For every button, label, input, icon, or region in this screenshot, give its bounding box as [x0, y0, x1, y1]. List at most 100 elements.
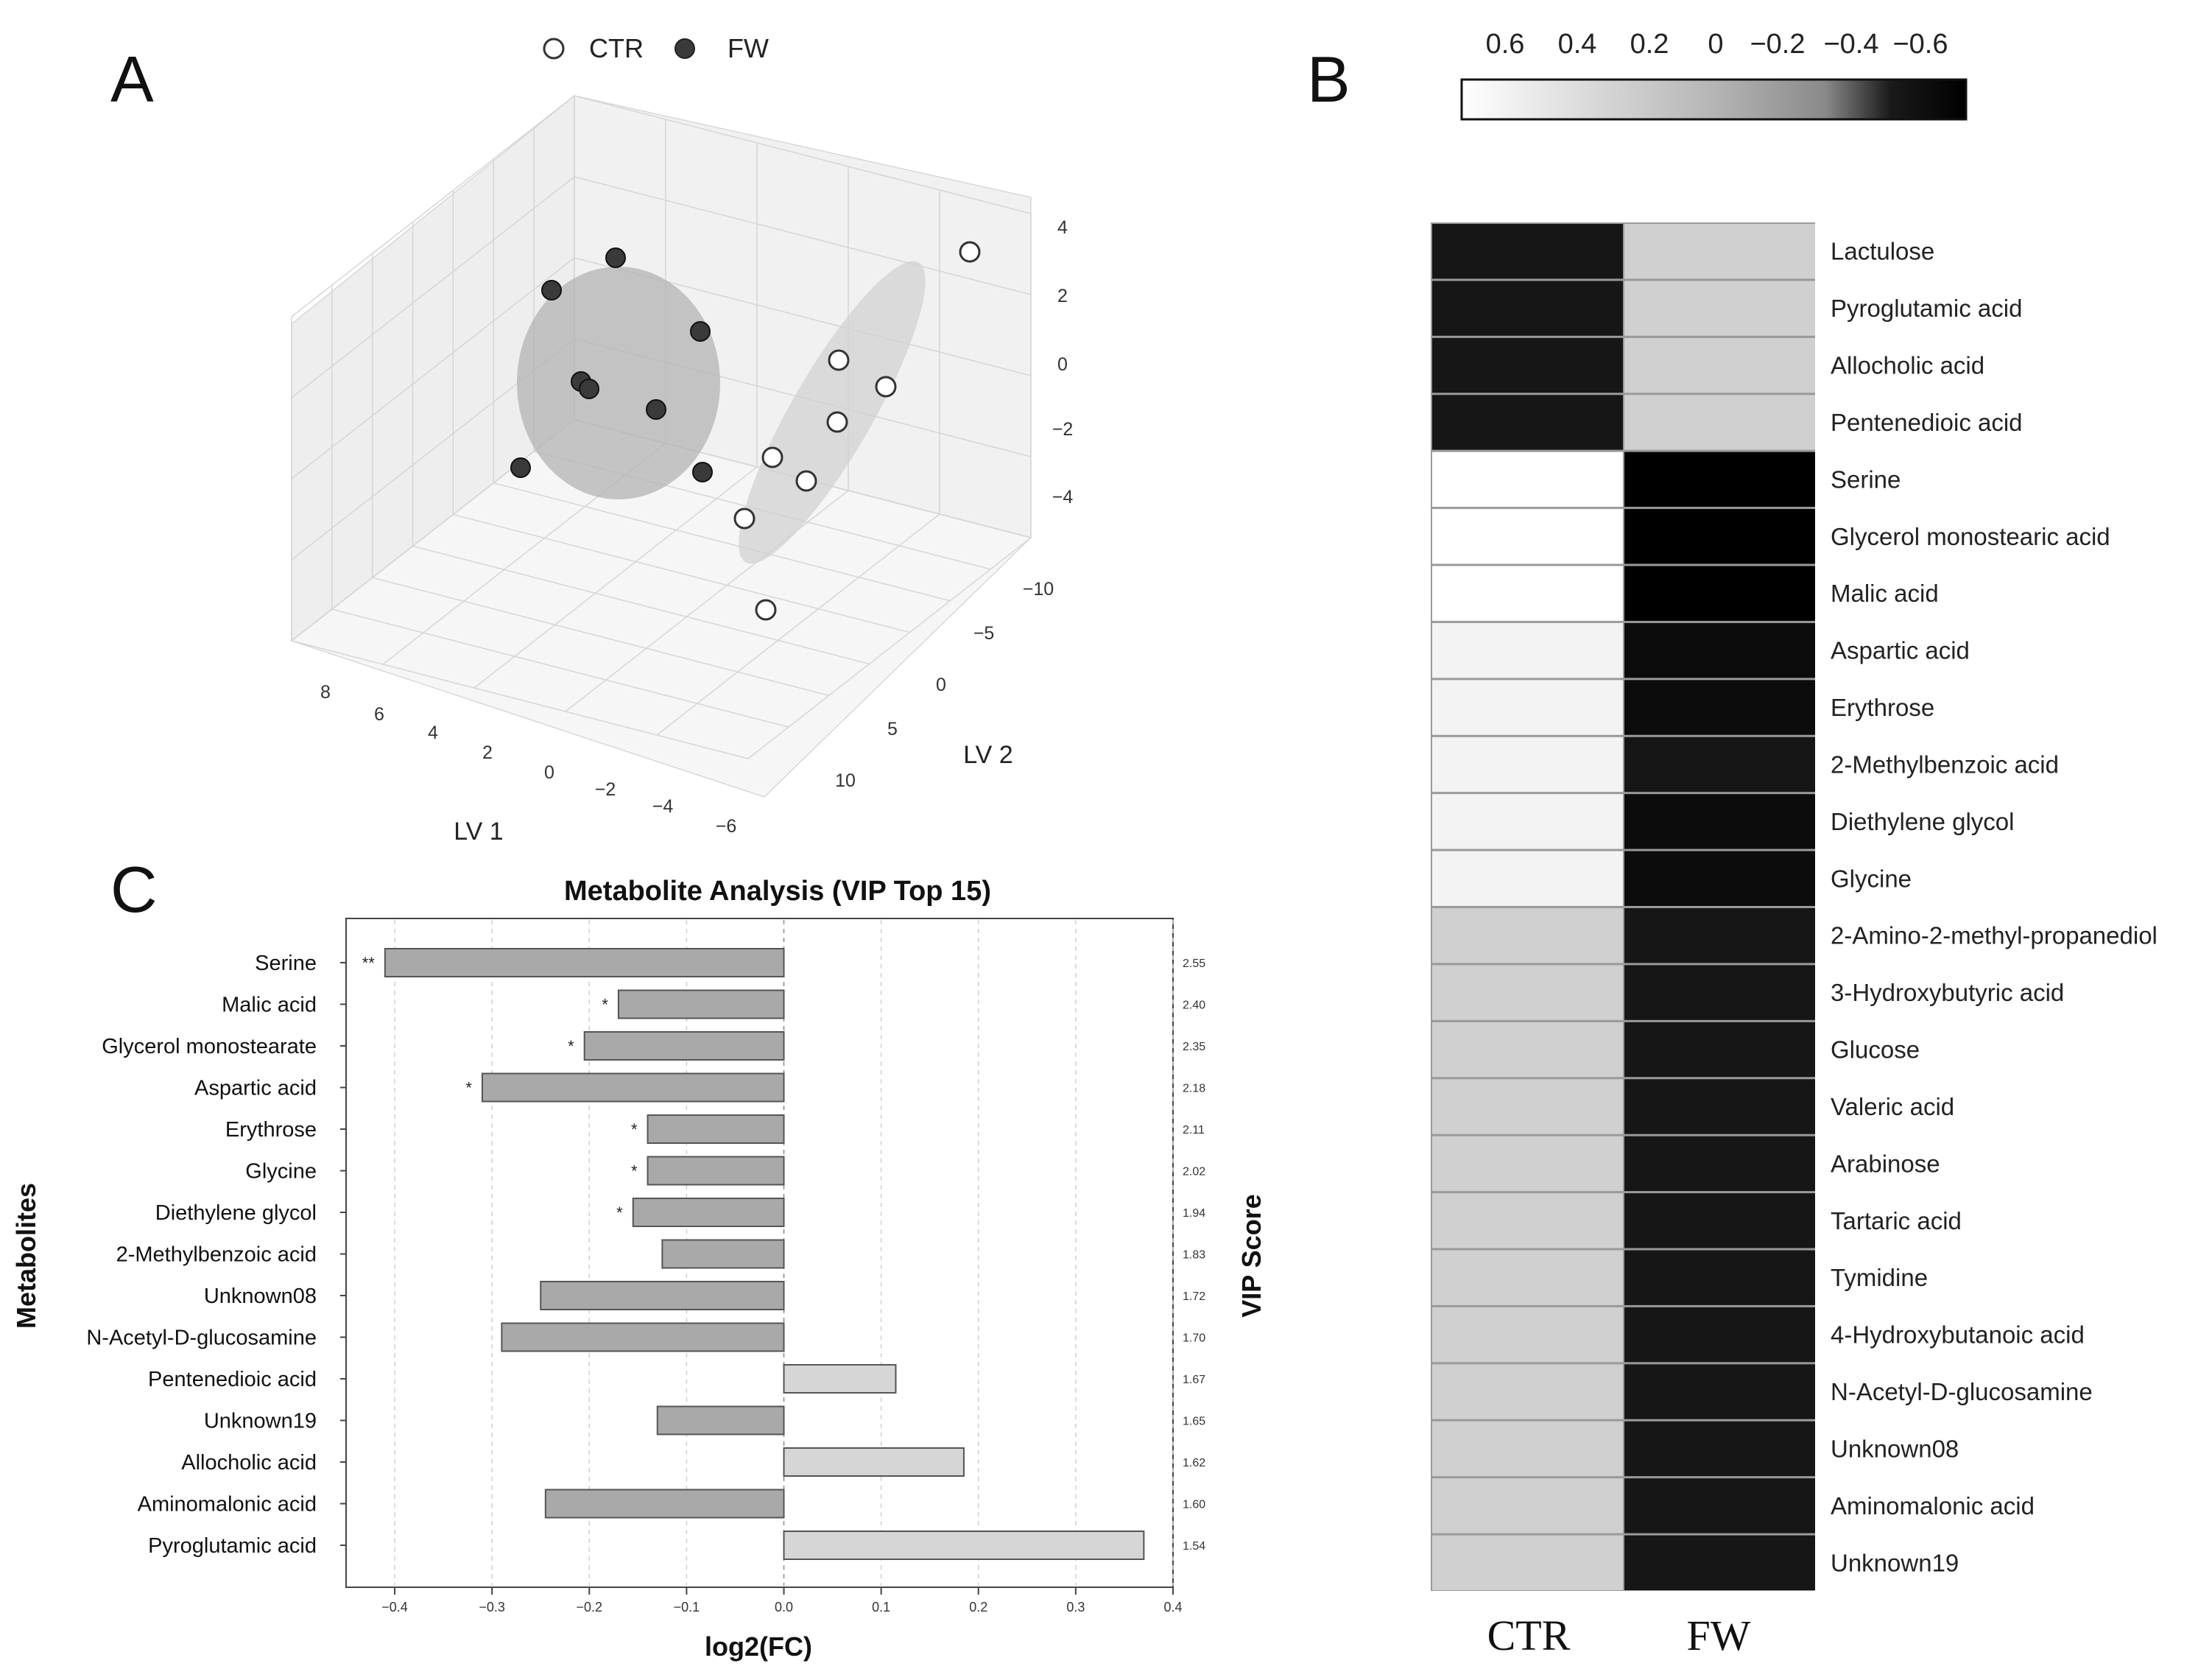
legend-ctr-label: CTR [589, 33, 644, 63]
category-label: Malic acid [222, 994, 317, 1017]
category-label: Allocholic acid [181, 1451, 317, 1475]
category-label: Glycerol monostearate [102, 1035, 317, 1058]
heatmap-cell-ctr [1432, 1136, 1623, 1192]
y-tick-label: 0 [936, 675, 946, 695]
heatmap-row-label: Serine [1831, 465, 1901, 493]
grid-line-floor [331, 608, 789, 728]
heatmap-row-label: Pyroglutamic acid [1831, 295, 2022, 322]
fw-point [646, 399, 666, 420]
significance-marker: * [568, 1037, 574, 1055]
x-tick-label: −4 [652, 796, 674, 817]
category-label: Aspartic acid [194, 1077, 317, 1100]
heatmap-row-label: 2-Methylbenzoic acid [1831, 751, 2059, 778]
heatmap-cell-fw [1624, 1193, 1815, 1248]
heatmap-row-label: Unknown19 [1831, 1549, 1959, 1576]
colorbar-tick-label: 0.4 [1558, 29, 1597, 60]
bar [783, 1531, 1145, 1560]
heatmap-cell-ctr [1432, 1364, 1623, 1419]
y-axis-label: Metabolites [11, 1183, 41, 1329]
fw-point [541, 280, 562, 301]
heatmap-row-labels: Lactulose Pyroglutamic acid Allocholic aci… [1831, 238, 2158, 1577]
ctr-point [755, 599, 777, 621]
heatmap-row-label: Glucose [1831, 1036, 1920, 1064]
heatmap-row-label: Diethylene glycol [1831, 808, 2014, 835]
legend-fw-marker [674, 38, 695, 59]
colorbar-tick-label: 0.6 [1486, 29, 1525, 60]
category-label: Pyroglutamic acid [148, 1534, 317, 1558]
bar [540, 1281, 785, 1310]
heatmap-cell-ctr [1432, 509, 1623, 564]
x-tick-label: 6 [374, 704, 384, 725]
heatmap-cell-fw [1624, 737, 1815, 793]
vip-score-label: 1.72 [1183, 1290, 1205, 1303]
heatmap-cell-ctr [1432, 566, 1623, 621]
bar [544, 1489, 785, 1519]
z-tick-label: 2 [1057, 286, 1068, 306]
heatmap-cell-fw [1624, 1307, 1815, 1363]
heatmap-row-label: Glycerol monostearic acid [1831, 523, 2110, 550]
significance-marker: * [631, 1162, 638, 1181]
grid-line-floor [372, 577, 829, 697]
x-tick-label: −0.1 [674, 1600, 700, 1614]
grid-line-floor [747, 537, 1032, 759]
z-tick-label: 0 [1057, 354, 1068, 375]
grid-line-floor [656, 513, 940, 736]
heatmap-row-label: Glycine [1831, 865, 1912, 892]
heatmap-cell-fw [1624, 224, 1815, 279]
x-tick-label: 0.4 [1163, 1600, 1182, 1614]
colorbar-ticks: 0.6 0.4 0.2 0 −0.2 −0.4 −0.6 [1486, 29, 1948, 60]
category-label: Unknown19 [204, 1410, 317, 1433]
ctr-point [828, 349, 850, 371]
bar [617, 989, 785, 1019]
heatmap-cell-ctr [1432, 1250, 1623, 1305]
x-tick-label: −0.2 [577, 1600, 603, 1614]
vip-score-label: 1.70 [1183, 1332, 1205, 1345]
heatmap-cell-fw [1624, 965, 1815, 1020]
x-axis-ticks: −0.4 −0.3 −0.2 −0.1 0.0 0.1 0.2 0.3 0.4 [381, 1587, 1183, 1614]
heatmap-cell-fw [1624, 1421, 1815, 1477]
bar [661, 1239, 785, 1269]
vip-score-label: 2.35 [1183, 1041, 1205, 1053]
y-tick-label: −10 [1023, 579, 1054, 600]
category-label: Serine [255, 952, 317, 975]
bar [647, 1156, 785, 1186]
heatmap-cell-ctr [1432, 451, 1623, 507]
panel-letter-a: A [110, 43, 154, 116]
ctr-point [959, 241, 981, 263]
heatmap-cell-fw [1624, 680, 1815, 735]
heatmap-cell-fw [1624, 395, 1815, 450]
grid-line-back-horizontal [574, 176, 1032, 295]
x-tick-label: 4 [428, 723, 438, 743]
heatmap-cell-fw [1624, 566, 1815, 621]
heatmap-row-label: 4-Hydroxybutanoic acid [1831, 1321, 2085, 1349]
ctr-point [761, 446, 783, 468]
vip-score-label: 1.62 [1183, 1457, 1205, 1469]
heatmap-row-label: Tartaric acid [1831, 1207, 1962, 1234]
x-tick-label: −6 [716, 816, 737, 837]
heatmap-cell-ctr [1432, 622, 1623, 678]
colorbar-tick-label: 0 [1708, 29, 1723, 60]
vip-score-label: 2.55 [1183, 958, 1205, 970]
legend: CTR FW [543, 33, 769, 63]
heatmap-cell-fw [1624, 1478, 1815, 1533]
heatmap-cell-ctr [1432, 281, 1623, 336]
heatmap-cell-ctr [1432, 1022, 1623, 1078]
legend-ctr-marker [543, 38, 565, 60]
panel-b-heatmap: 0.6 0.4 0.2 0 −0.2 −0.4 −0.6 Lactulose Pyroglut… [1431, 29, 2158, 1659]
category-label: Aminomalonic acid [138, 1493, 317, 1517]
grid-line-floor [291, 640, 749, 759]
x-tick-label: −0.3 [479, 1600, 505, 1614]
heatmap-cell-fw [1624, 1079, 1815, 1134]
heatmap-row-label: 2-Amino-2-methyl-propanediol [1831, 922, 2158, 949]
bar [583, 1031, 785, 1061]
ctr-confidence-ellipse [739, 261, 926, 564]
axis-ticks: 8 6 4 2 0 −2 −4 −6 −10 −5 0 5 10 4 2 0 −2 −4 [320, 217, 1073, 837]
heatmap-cell-fw [1624, 451, 1815, 507]
column-label-ctr: CTR [1487, 1612, 1571, 1659]
heatmap-row-label: Arabinose [1831, 1150, 1940, 1177]
vip-score-label: 1.65 [1183, 1416, 1205, 1428]
category-label: Unknown08 [204, 1285, 317, 1308]
y-axis-label: LV 2 [963, 741, 1012, 769]
vip-score-label: 2.02 [1183, 1166, 1205, 1178]
